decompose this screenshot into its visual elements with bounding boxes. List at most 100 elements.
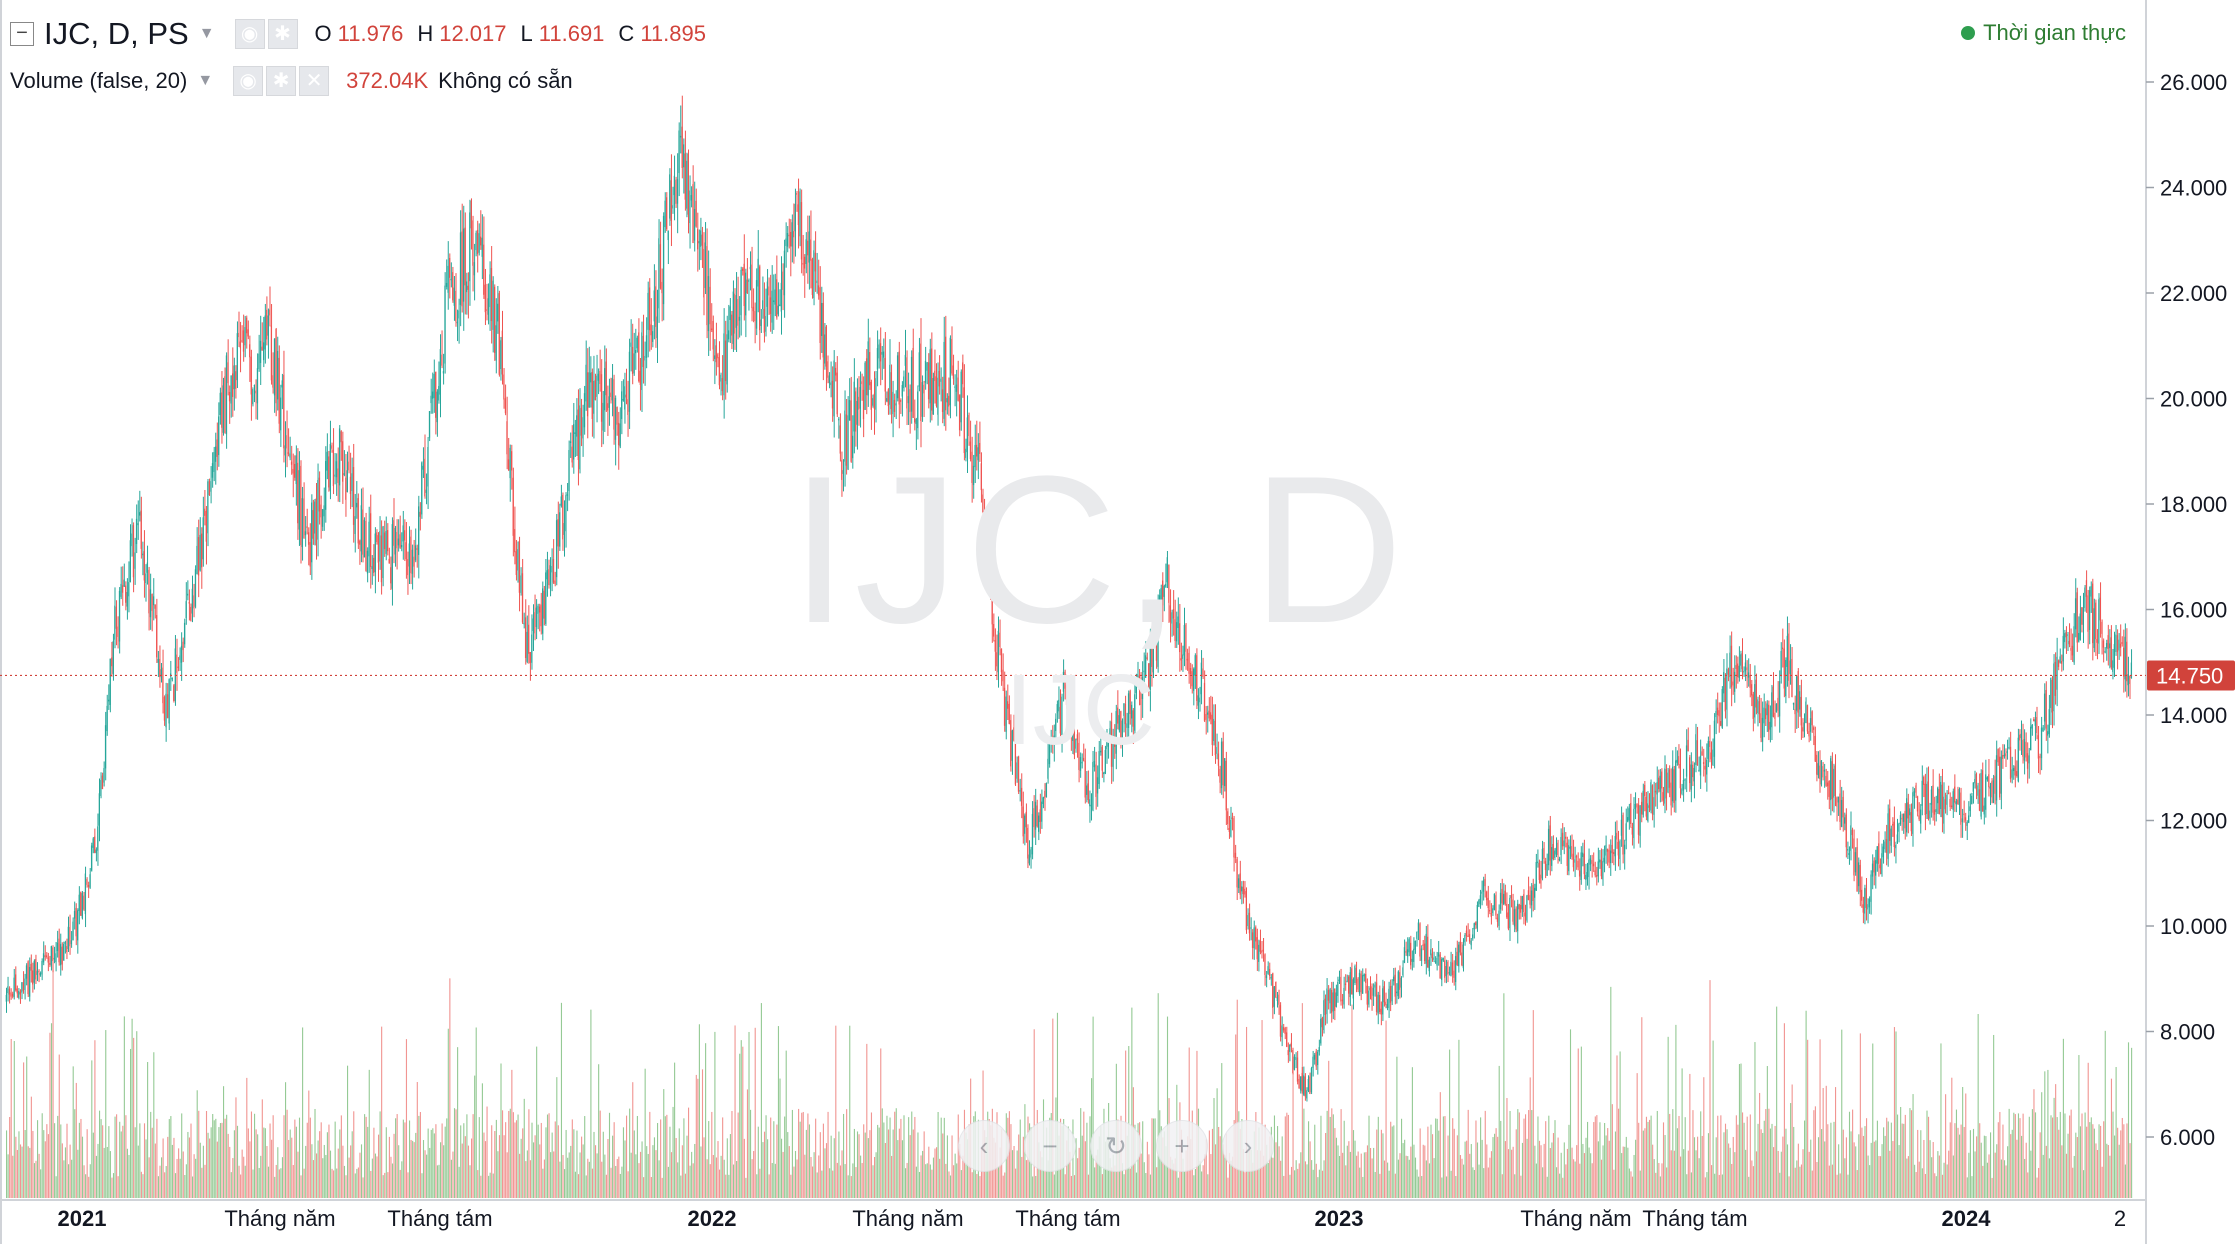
candle-body bbox=[1031, 813, 1034, 855]
candle-body bbox=[2096, 639, 2098, 643]
volume-gear-icon[interactable]: ✱ bbox=[266, 66, 297, 96]
volume-bar bbox=[543, 1159, 545, 1198]
chevron-right-icon[interactable]: › bbox=[1222, 1120, 1274, 1172]
candle-body bbox=[1127, 693, 1130, 729]
volume-bar bbox=[1698, 1158, 1700, 1198]
candle-body bbox=[839, 425, 841, 454]
volume-bar bbox=[1032, 1176, 1034, 1198]
candle-body bbox=[1104, 750, 1106, 774]
volume-bar bbox=[1421, 1176, 1423, 1198]
candle-body bbox=[1780, 651, 1782, 677]
candle-body bbox=[652, 331, 654, 342]
candle-body bbox=[33, 960, 35, 983]
candle-body bbox=[425, 489, 427, 493]
volume-bar bbox=[635, 1154, 637, 1198]
volume-bar bbox=[867, 1138, 869, 1198]
candle-body bbox=[611, 378, 613, 401]
chevron-left-icon[interactable]: ‹ bbox=[958, 1120, 1010, 1172]
volume-bar bbox=[168, 1119, 170, 1198]
volume-bar bbox=[1633, 1154, 1635, 1198]
candle-body bbox=[728, 330, 730, 340]
candle-body bbox=[963, 387, 965, 454]
candle-body bbox=[1317, 1051, 1319, 1066]
candle-body bbox=[1789, 660, 1791, 674]
volume-bar bbox=[1915, 1172, 1917, 1198]
candle-body bbox=[1879, 864, 1881, 869]
volume-bar bbox=[1680, 1156, 1682, 1198]
volume-eye-icon[interactable]: ◉ bbox=[233, 66, 264, 96]
candle-body bbox=[70, 940, 73, 945]
volume-bar bbox=[1373, 1147, 1375, 1198]
volume-bar bbox=[2107, 1145, 2109, 1198]
volume-bar bbox=[458, 1166, 460, 1198]
candle-body bbox=[1067, 707, 1069, 709]
candle-body bbox=[67, 926, 69, 950]
candle-body bbox=[900, 400, 902, 402]
volume-bar bbox=[224, 1118, 226, 1198]
volume-bar bbox=[1388, 1170, 1390, 1198]
volume-bar bbox=[698, 1024, 700, 1198]
candle-body bbox=[58, 938, 60, 963]
candle-body bbox=[1301, 1072, 1303, 1092]
candle-body bbox=[1306, 1090, 1308, 1099]
volume-bar bbox=[1569, 1029, 1572, 1198]
candle-body bbox=[1884, 841, 1886, 850]
close-icon[interactable]: ✕ bbox=[299, 66, 330, 96]
candle-body bbox=[1949, 799, 1951, 807]
volume-bar bbox=[1143, 1162, 1145, 1198]
candle-body bbox=[1656, 782, 1658, 795]
volume-bar bbox=[1365, 1152, 1367, 1198]
candle-body bbox=[1503, 893, 1505, 905]
volume-bar bbox=[1357, 1151, 1359, 1198]
candle-body bbox=[1255, 927, 1257, 942]
volume-bar bbox=[1418, 1176, 1420, 1198]
candle-body bbox=[1836, 797, 1838, 807]
collapse-icon[interactable]: − bbox=[10, 22, 34, 46]
ohlc-low-value: 11.691 bbox=[538, 21, 605, 46]
reset-icon[interactable]: ↻ bbox=[1090, 1120, 1142, 1172]
volume-bar bbox=[520, 1138, 522, 1198]
volume-bar bbox=[1250, 1149, 1252, 1198]
volume-bar bbox=[1356, 1155, 1358, 1198]
volume-bar bbox=[50, 1023, 53, 1198]
volume-bar bbox=[801, 1112, 803, 1198]
volume-bar bbox=[340, 1115, 342, 1198]
volume-bar bbox=[827, 1111, 829, 1198]
candle-body bbox=[146, 562, 148, 573]
chevron-down-icon[interactable]: ▼ bbox=[198, 25, 215, 42]
candle-body bbox=[576, 415, 578, 437]
candle-body bbox=[954, 386, 956, 388]
candle-body bbox=[47, 957, 49, 963]
volume-bar bbox=[1790, 1103, 1792, 1198]
candle-body bbox=[1899, 815, 1902, 824]
volume-bar bbox=[1306, 1164, 1308, 1198]
candle-body bbox=[689, 190, 691, 224]
candle-body bbox=[1327, 990, 1330, 1001]
candle-body bbox=[1924, 783, 1926, 815]
candle-body bbox=[2008, 747, 2010, 749]
volume-bar bbox=[1476, 1142, 1479, 1198]
volume-chevron-down-icon[interactable]: ▼ bbox=[197, 72, 214, 89]
candle-body bbox=[774, 289, 776, 305]
zoom-in-icon[interactable]: + bbox=[1156, 1120, 1208, 1172]
zoom-out-icon[interactable]: − bbox=[1024, 1120, 1076, 1172]
eye-icon[interactable]: ◉ bbox=[234, 19, 265, 49]
volume-bar bbox=[1535, 1163, 1537, 1198]
candle-body bbox=[16, 988, 18, 994]
gear-icon[interactable]: ✱ bbox=[267, 19, 298, 49]
volume-bar bbox=[49, 1032, 51, 1198]
volume-bar bbox=[920, 1155, 922, 1198]
candle-body bbox=[1075, 738, 1077, 749]
candle-body bbox=[1628, 808, 1630, 821]
volume-bar bbox=[1095, 1155, 1097, 1198]
volume-bar bbox=[122, 1125, 124, 1198]
volume-bar bbox=[847, 1175, 849, 1198]
volume-bar bbox=[484, 1141, 487, 1198]
volume-bar bbox=[7, 1154, 9, 1198]
candle-body bbox=[1516, 903, 1519, 932]
candle-body bbox=[938, 370, 941, 387]
candle-body bbox=[524, 617, 527, 658]
candle-body bbox=[1811, 711, 1813, 726]
volume-bar bbox=[1910, 1110, 1913, 1198]
volume-bar bbox=[1018, 1134, 1020, 1198]
